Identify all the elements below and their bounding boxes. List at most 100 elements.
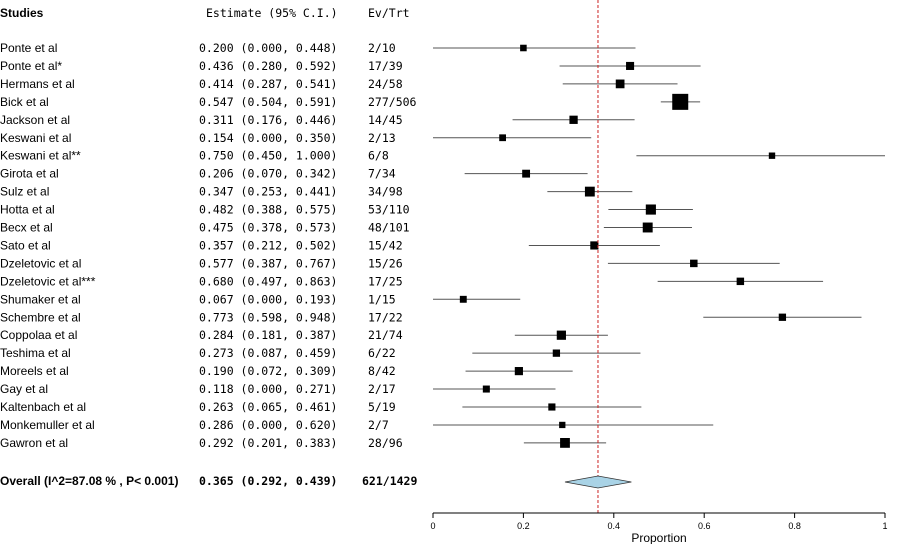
estimate-marker bbox=[514, 367, 523, 376]
study-events: 5/19 bbox=[368, 400, 396, 414]
study-name: Shumaker et al bbox=[0, 292, 81, 306]
study-row: Schembre et al 0.773 (0.598, 0.948) 17/22 bbox=[0, 310, 403, 324]
overall-row: Overall (I^2=87.08 % , P< 0.001) 0.365 (… bbox=[0, 474, 417, 488]
estimate-marker bbox=[548, 403, 556, 411]
study-row: Gay et al 0.118 (0.000, 0.271) 2/17 bbox=[0, 382, 396, 396]
study-name: Ponte et al bbox=[0, 41, 57, 55]
estimate-marker bbox=[584, 186, 595, 197]
study-estimate: 0.263 (0.065, 0.461) bbox=[199, 400, 337, 414]
estimate-marker bbox=[778, 313, 787, 321]
estimate-marker bbox=[590, 241, 599, 250]
study-events: 1/15 bbox=[368, 292, 396, 306]
study-row: Jackson et al 0.311 (0.176, 0.446) 14/45 bbox=[0, 113, 403, 127]
study-estimate: 0.286 (0.000, 0.620) bbox=[199, 418, 337, 432]
study-name: Sato et al bbox=[0, 238, 51, 252]
study-estimate: 0.773 (0.598, 0.948) bbox=[199, 310, 337, 324]
study-events: 2/13 bbox=[368, 131, 396, 145]
study-events: 15/42 bbox=[368, 238, 403, 252]
study-name: Moreels et al bbox=[0, 364, 69, 378]
study-row: Keswani et al** 0.750 (0.450, 1.000) 6/8 bbox=[0, 149, 389, 163]
estimate-marker bbox=[522, 169, 531, 178]
study-estimate: 0.311 (0.176, 0.446) bbox=[199, 113, 337, 127]
study-row: Monkemuller et al 0.286 (0.000, 0.620) 2/7 bbox=[0, 418, 389, 432]
estimate-marker bbox=[559, 421, 566, 429]
study-rows: Ponte et al 0.200 (0.000, 0.448) 2/10 Ponte… bbox=[0, 41, 417, 450]
study-name: Coppolaa et al bbox=[0, 328, 77, 342]
study-estimate: 0.475 (0.378, 0.573) bbox=[199, 221, 337, 235]
study-events: 48/101 bbox=[368, 221, 410, 235]
study-events: 2/7 bbox=[368, 418, 389, 432]
study-events: 277/506 bbox=[368, 95, 417, 109]
x-tick-label: 0 bbox=[430, 521, 435, 531]
plot-marks bbox=[433, 0, 885, 513]
study-name: Keswani et al bbox=[0, 131, 71, 145]
study-estimate: 0.200 (0.000, 0.448) bbox=[199, 41, 337, 55]
estimate-marker bbox=[569, 115, 578, 124]
study-row: Hermans et al 0.414 (0.287, 0.541) 24/58 bbox=[0, 77, 403, 91]
study-name: Dzeletovic et al*** bbox=[0, 274, 96, 288]
study-name: Sulz et al bbox=[0, 185, 49, 199]
study-row: Dzeletovic et al*** 0.680 (0.497, 0.863) 1… bbox=[0, 274, 403, 288]
study-estimate: 0.067 (0.000, 0.193) bbox=[199, 292, 337, 306]
study-name: Keswani et al** bbox=[0, 149, 81, 163]
study-estimate: 0.414 (0.287, 0.541) bbox=[199, 77, 337, 91]
study-estimate: 0.750 (0.450, 1.000) bbox=[199, 149, 337, 163]
study-name: Hotta et al bbox=[0, 203, 55, 217]
x-tick-label: 0.8 bbox=[788, 521, 801, 531]
study-events: 6/8 bbox=[368, 149, 389, 163]
study-row: Kaltenbach et al 0.263 (0.065, 0.461) 5/19 bbox=[0, 400, 396, 414]
estimate-marker bbox=[690, 259, 698, 268]
overall-label: Overall (I^2=87.08 % , P< 0.001) bbox=[0, 474, 178, 488]
overall-estimate: 0.365 (0.292, 0.439) bbox=[199, 474, 337, 488]
study-events: 21/74 bbox=[368, 328, 403, 342]
study-events: 2/17 bbox=[368, 382, 396, 396]
estimate-marker bbox=[626, 61, 635, 70]
study-estimate: 0.577 (0.387, 0.767) bbox=[199, 256, 337, 270]
study-events: 7/34 bbox=[368, 167, 396, 181]
estimate-marker bbox=[736, 277, 745, 286]
study-row: Coppolaa et al 0.284 (0.181, 0.387) 21/74 bbox=[0, 328, 403, 342]
study-events: 8/42 bbox=[368, 364, 396, 378]
estimate-marker bbox=[482, 385, 490, 393]
study-row: Shumaker et al 0.067 (0.000, 0.193) 1/15 bbox=[0, 292, 396, 306]
study-estimate: 0.292 (0.201, 0.383) bbox=[199, 436, 337, 450]
study-row: Moreels et al 0.190 (0.072, 0.309) 8/42 bbox=[0, 364, 396, 378]
study-estimate: 0.273 (0.087, 0.459) bbox=[199, 346, 337, 360]
study-events: 15/26 bbox=[368, 256, 403, 270]
study-name: Hermans et al bbox=[0, 77, 75, 91]
header-studies: Studies bbox=[0, 6, 44, 20]
study-name: Becx et al bbox=[0, 221, 53, 235]
study-row: Sato et al 0.357 (0.212, 0.502) 15/42 bbox=[0, 238, 403, 252]
study-row: Dzeletovic et al 0.577 (0.387, 0.767) 15/2… bbox=[0, 256, 403, 270]
study-row: Hotta et al 0.482 (0.388, 0.575) 53/110 bbox=[0, 203, 410, 217]
study-events: 28/96 bbox=[368, 436, 403, 450]
x-tick-label: 0.2 bbox=[517, 521, 530, 531]
study-estimate: 0.154 (0.000, 0.350) bbox=[199, 131, 337, 145]
study-events: 6/22 bbox=[368, 346, 396, 360]
estimate-marker bbox=[499, 134, 506, 142]
study-estimate: 0.284 (0.181, 0.387) bbox=[199, 328, 337, 342]
study-row: Sulz et al 0.347 (0.253, 0.441) 34/98 bbox=[0, 185, 403, 199]
header-events: Ev/Trt bbox=[368, 6, 410, 20]
study-name: Monkemuller et al bbox=[0, 418, 95, 432]
overall-events: 621/1429 bbox=[362, 474, 417, 488]
estimate-marker bbox=[556, 330, 566, 340]
study-row: Ponte et al* 0.436 (0.280, 0.592) 17/39 bbox=[0, 59, 403, 73]
estimate-marker bbox=[552, 349, 561, 357]
study-row: Keswani et al 0.154 (0.000, 0.350) 2/13 bbox=[0, 131, 396, 145]
study-estimate: 0.190 (0.072, 0.309) bbox=[199, 364, 337, 378]
study-events: 24/58 bbox=[368, 77, 403, 91]
study-name: Girota et al bbox=[0, 167, 59, 181]
x-axis-label: Proportion bbox=[631, 531, 686, 544]
header-row: Studies Estimate (95% C.I.) Ev/Trt bbox=[0, 6, 410, 20]
study-estimate: 0.347 (0.253, 0.441) bbox=[199, 185, 337, 199]
study-name: Teshima et al bbox=[0, 346, 71, 360]
study-events: 2/10 bbox=[368, 41, 396, 55]
study-events: 53/110 bbox=[368, 203, 410, 217]
estimate-marker bbox=[645, 204, 656, 215]
study-estimate: 0.680 (0.497, 0.863) bbox=[199, 274, 337, 288]
study-estimate: 0.436 (0.280, 0.592) bbox=[199, 59, 337, 73]
estimate-marker bbox=[768, 152, 776, 159]
study-name: Gawron et al bbox=[0, 436, 68, 450]
